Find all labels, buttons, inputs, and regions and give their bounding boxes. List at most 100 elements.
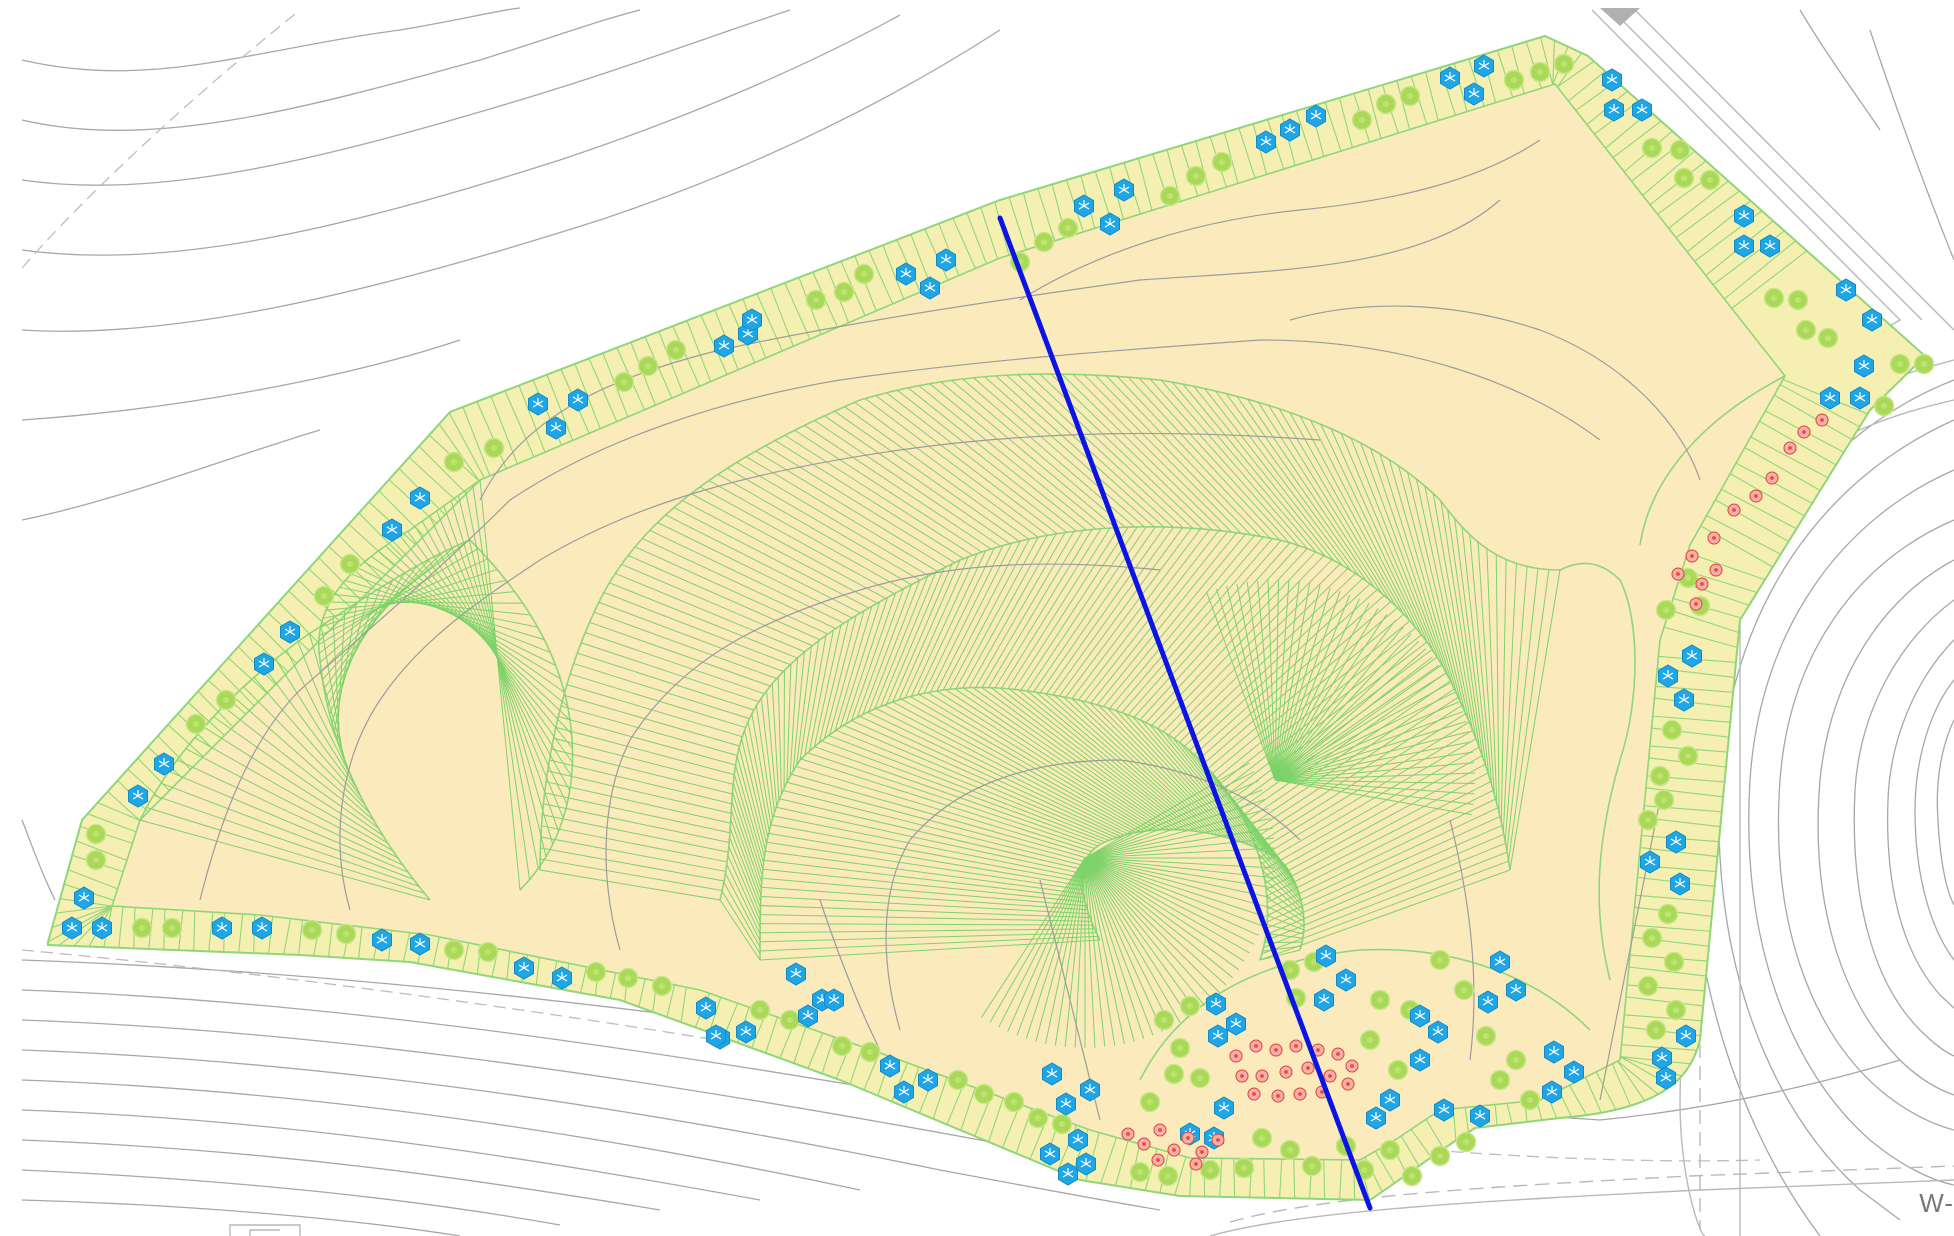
- slope-stroke: [918, 693, 1149, 832]
- slope-stroke: [729, 837, 761, 915]
- hatch-stroke: [1425, 1118, 1445, 1150]
- slope-stroke: [479, 479, 521, 891]
- slope-stroke: [1424, 485, 1473, 730]
- hatch-stroke: [1652, 715, 1731, 723]
- green-tree-icon: [1673, 167, 1695, 189]
- blue-tree-icon: [1665, 830, 1687, 854]
- red-shrub-icon: [1255, 1069, 1269, 1083]
- slope-stroke: [745, 456, 938, 572]
- slope-stroke: [875, 395, 1058, 535]
- slope-stroke: [755, 705, 774, 819]
- slope-stroke: [856, 588, 905, 718]
- green-tree-icon: [335, 923, 357, 945]
- blue-tree-icon: [381, 518, 403, 542]
- blue-tree-icon: [1655, 1066, 1677, 1090]
- slope-stroke: [886, 392, 1068, 533]
- hatch-stroke: [1323, 1159, 1326, 1200]
- hatch-stroke: [1642, 150, 1696, 196]
- slope-stroke: [730, 819, 762, 902]
- blue-tree-icon: [1853, 354, 1875, 378]
- red-shrub-icon: [1279, 1065, 1293, 1079]
- slope-stroke: [844, 406, 1029, 540]
- blue-tree-icon: [73, 886, 95, 910]
- green-tree-icon: [1475, 1025, 1497, 1047]
- slope-stroke: [222, 706, 379, 829]
- red-shrub-icon: [1709, 563, 1723, 577]
- slope-stroke: [1508, 569, 1550, 861]
- slope-stroke: [566, 684, 743, 738]
- slope-stroke: [945, 689, 1161, 831]
- slope-stroke: [761, 877, 1087, 907]
- green-tree-icon: [749, 999, 771, 1021]
- red-shrub-icon: [1695, 577, 1709, 591]
- slope-stroke: [1263, 755, 1483, 878]
- slope-stroke: [146, 806, 425, 894]
- slope-stroke: [1084, 847, 1275, 859]
- hatch-stroke: [793, 1026, 807, 1064]
- slope-stroke: [1260, 861, 1303, 906]
- green-tree-icon: [1129, 1161, 1151, 1183]
- blue-tree-icon: [1849, 386, 1871, 410]
- hatch-stroke: [328, 923, 333, 957]
- slope-stroke: [1061, 373, 1223, 532]
- slope-stroke: [1274, 701, 1460, 781]
- hatch-stroke: [1219, 1158, 1223, 1197]
- hatch-stroke: [288, 590, 331, 630]
- slope-stroke: [1299, 415, 1411, 621]
- green-tree-icon: [1199, 1159, 1221, 1181]
- hatch-stroke: [932, 1077, 948, 1119]
- slope-stroke: [1121, 538, 1273, 713]
- green-tree-icon: [1655, 599, 1677, 621]
- blue-tree-icon: [1563, 1060, 1585, 1084]
- slope-stroke: [735, 765, 765, 863]
- slope-stroke: [598, 601, 784, 672]
- hatch-stroke: [1617, 1060, 1659, 1095]
- slope-stroke: [1193, 385, 1335, 562]
- slope-stroke: [1189, 583, 1371, 751]
- slope-stroke: [457, 495, 547, 857]
- slope-stroke: [1274, 751, 1474, 781]
- section-line: [997, 215, 1373, 1211]
- slope-stroke: [1017, 374, 1184, 529]
- slope-stroke: [867, 711, 1125, 836]
- hatch-stroke: [462, 406, 491, 476]
- contour-lines: [21, 7, 1954, 1236]
- slope-stroke: [1090, 531, 1229, 704]
- green-tree-icon: [483, 437, 505, 459]
- green-tree-icon: [1763, 287, 1785, 309]
- slope-stroke: [818, 620, 850, 743]
- slope-stroke: [1084, 857, 1266, 918]
- blue-tree-icon: [1733, 204, 1755, 228]
- slope-stroke: [544, 792, 731, 834]
- slope-stroke: [995, 375, 1165, 528]
- slope-stroke: [874, 576, 929, 710]
- slope-stroke: [719, 899, 761, 961]
- blue-tree-icon: [1439, 66, 1461, 90]
- slope-stroke: [1257, 401, 1383, 594]
- hatch-stroke: [638, 978, 646, 1007]
- blue-tree-icon: [741, 308, 763, 332]
- slope-stroke: [1267, 789, 1494, 903]
- slope-stroke: [1084, 857, 1273, 889]
- slope-stroke: [1274, 772, 1475, 781]
- slope-stroke: [1259, 949, 1301, 961]
- slope-stroke: [1084, 857, 1096, 1048]
- slope-stroke: [139, 819, 431, 901]
- hatch-stroke: [1687, 552, 1766, 581]
- slope-stroke: [547, 770, 732, 814]
- hatch-stroke: [1675, 190, 1740, 239]
- slope-stroke: [763, 859, 1085, 899]
- blue-tree-icon: [1335, 968, 1357, 992]
- slope-stroke: [786, 663, 792, 783]
- slope-stroke: [972, 687, 1174, 831]
- green-tree-icon: [1251, 1127, 1273, 1149]
- hatch-stroke: [535, 957, 540, 985]
- green-tree-icon: [651, 975, 673, 997]
- green-tree-icon: [613, 371, 635, 393]
- slope-stroke: [804, 424, 992, 550]
- slope-stroke: [1236, 583, 1276, 781]
- blue-tree-icon: [1433, 1098, 1455, 1122]
- slope-stroke: [731, 801, 762, 889]
- green-tree-icon: [1401, 1165, 1423, 1187]
- slope-stroke: [160, 782, 414, 880]
